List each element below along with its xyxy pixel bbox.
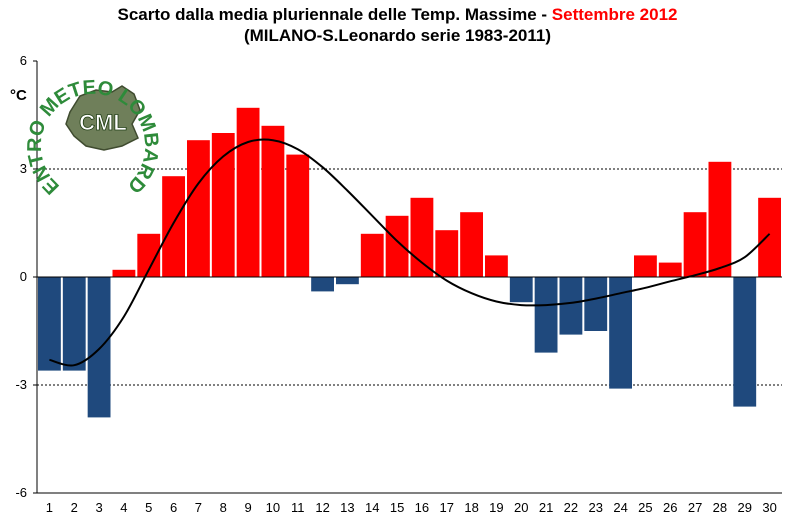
bar-day-21 [534,277,558,353]
y-tick-label: -6 [15,485,27,500]
bar-day-10 [261,125,285,277]
y-tick-label: 0 [20,269,27,284]
gridlines [37,168,782,386]
x-tick-label: 19 [489,500,503,515]
x-tick-label: 27 [688,500,702,515]
x-tick-label: 13 [340,500,354,515]
x-tick-label: 6 [170,500,177,515]
x-tick-label: 30 [762,500,776,515]
bar-day-20 [509,277,533,303]
x-tick-label: 1 [46,500,53,515]
bar-day-13 [336,277,359,285]
x-tick-label: 18 [464,500,478,515]
bar-day-28 [708,161,732,277]
bar-day-2 [62,277,86,371]
x-tick-label: 24 [613,500,627,515]
bar-day-29 [733,277,757,407]
bar-day-18 [460,212,483,277]
x-tick-label: 4 [120,500,127,515]
x-tick-label: 22 [564,500,578,515]
trend-line [49,138,771,367]
bar-day-9 [236,107,260,277]
x-tick-label: 2 [71,500,78,515]
x-tick-label: 9 [244,500,251,515]
x-tick-labels: 1 2 3 4 5 6 7 8 9 10 11 12 13 14 15 16 17 18 19 20 21 22 23 24 2… [46,500,777,515]
x-tick-label: 8 [220,500,227,515]
bar-day-1 [38,277,61,371]
bar-day-22 [559,277,583,335]
bar-day-3 [87,277,111,418]
x-tick-label: 16 [415,500,429,515]
bar-day-24 [609,277,632,389]
x-tick-label: 14 [365,500,379,515]
x-tick-label: 28 [713,500,727,515]
x-tick-label: 3 [95,500,102,515]
x-tick-label: 11 [291,500,305,515]
bar-day-16 [410,197,434,277]
x-tick-label: 29 [738,500,752,515]
bar-day-17 [435,230,459,277]
bar-day-5 [137,233,161,277]
x-tick-label: 23 [589,500,603,515]
x-tick-label: 21 [539,500,553,515]
x-tick-label: 5 [145,500,152,515]
x-tick-label: 10 [266,500,280,515]
chart-subtitle: (MILANO-S.Leonardo serie 1983-2011) [243,26,552,45]
chart-title: Scarto dalla media pluriennale delle Tem… [0,4,795,46]
bar-day-7 [187,140,210,277]
bar-day-23 [584,277,608,331]
bar-day-27 [683,212,707,277]
x-tick-label: 26 [663,500,677,515]
lombardy-map-icon [65,85,141,151]
y-tick-label: 6 [20,53,27,68]
bar-day-19 [485,255,508,277]
bar-day-26 [658,262,682,277]
title-line-1: Scarto dalla media pluriennale delle Tem… [0,4,795,25]
x-tick-label: 25 [638,500,652,515]
x-tick-label: 17 [440,500,454,515]
y-tick-labels: 6 3 0 -3 -6 [15,53,27,500]
logo-center-text: CML [79,110,127,135]
bar-day-14 [360,233,384,277]
x-tick-label: 15 [390,500,404,515]
title-main: Scarto dalla media pluriennale delle Tem… [117,5,552,24]
bar-day-12 [311,277,334,292]
y-axis-unit: °C [10,87,27,104]
bar-day-25 [634,255,657,277]
bar-day-8 [211,133,235,277]
axes [33,60,782,494]
bar-day-30 [758,197,781,277]
bar-day-15 [385,215,409,277]
y-tick-label: 3 [20,161,27,176]
title-accent: Settembre 2012 [551,5,678,24]
bar-day-4 [112,269,136,277]
bars [38,107,781,418]
bar-day-6 [162,176,185,277]
y-tick-label: -3 [15,377,27,392]
bar-day-11 [286,154,310,277]
x-tick-label: 7 [195,500,202,515]
x-tick-label: 12 [315,500,329,515]
x-tick-label: 20 [514,500,528,515]
